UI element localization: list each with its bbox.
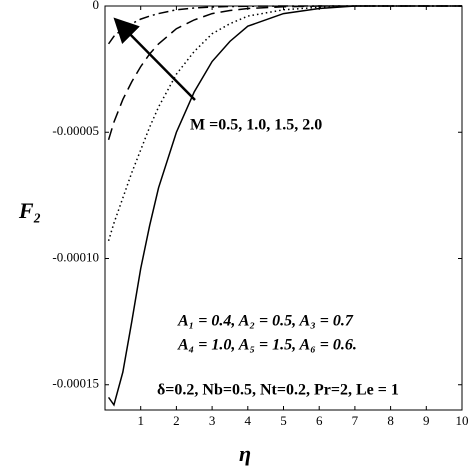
annotation: M =0.5, 1.0, 1.5, 2.0	[190, 117, 322, 134]
x-tick-label: 9	[423, 413, 430, 428]
annotation: A₄ = 1.0, A₅ = 1.5, A₆ = 0.6.	[177, 337, 357, 354]
x-tick-label: 7	[352, 413, 359, 428]
x-tick-label: 10	[456, 413, 469, 428]
x-tick-label: 5	[280, 413, 287, 428]
arrow	[113, 17, 196, 101]
y-tick-label: -0.00010	[52, 249, 99, 264]
y-axis-label: F₂	[18, 198, 41, 223]
x-tick-label: 1	[137, 413, 144, 428]
annotation: A₁ = 0.4, A₂ = 0.5, A₃ = 0.7	[177, 313, 354, 330]
x-tick-label: 3	[209, 413, 216, 428]
line	[107, 5, 462, 141]
line	[107, 5, 462, 45]
x-axis-label: η	[239, 441, 251, 466]
x-tick-label: 2	[173, 413, 180, 428]
x-tick-label: 4	[245, 413, 252, 428]
x-tick-label: 8	[387, 413, 394, 428]
y-tick-label: -0.00015	[52, 376, 99, 391]
annotation: δ=0.2, Nb=0.5, Nt=0.2, Pr=2, Le = 1	[157, 382, 399, 399]
x-tick-label: 6	[316, 413, 323, 428]
y-tick-label: 0	[93, 0, 100, 12]
y-tick-label: -0.00005	[52, 123, 99, 138]
